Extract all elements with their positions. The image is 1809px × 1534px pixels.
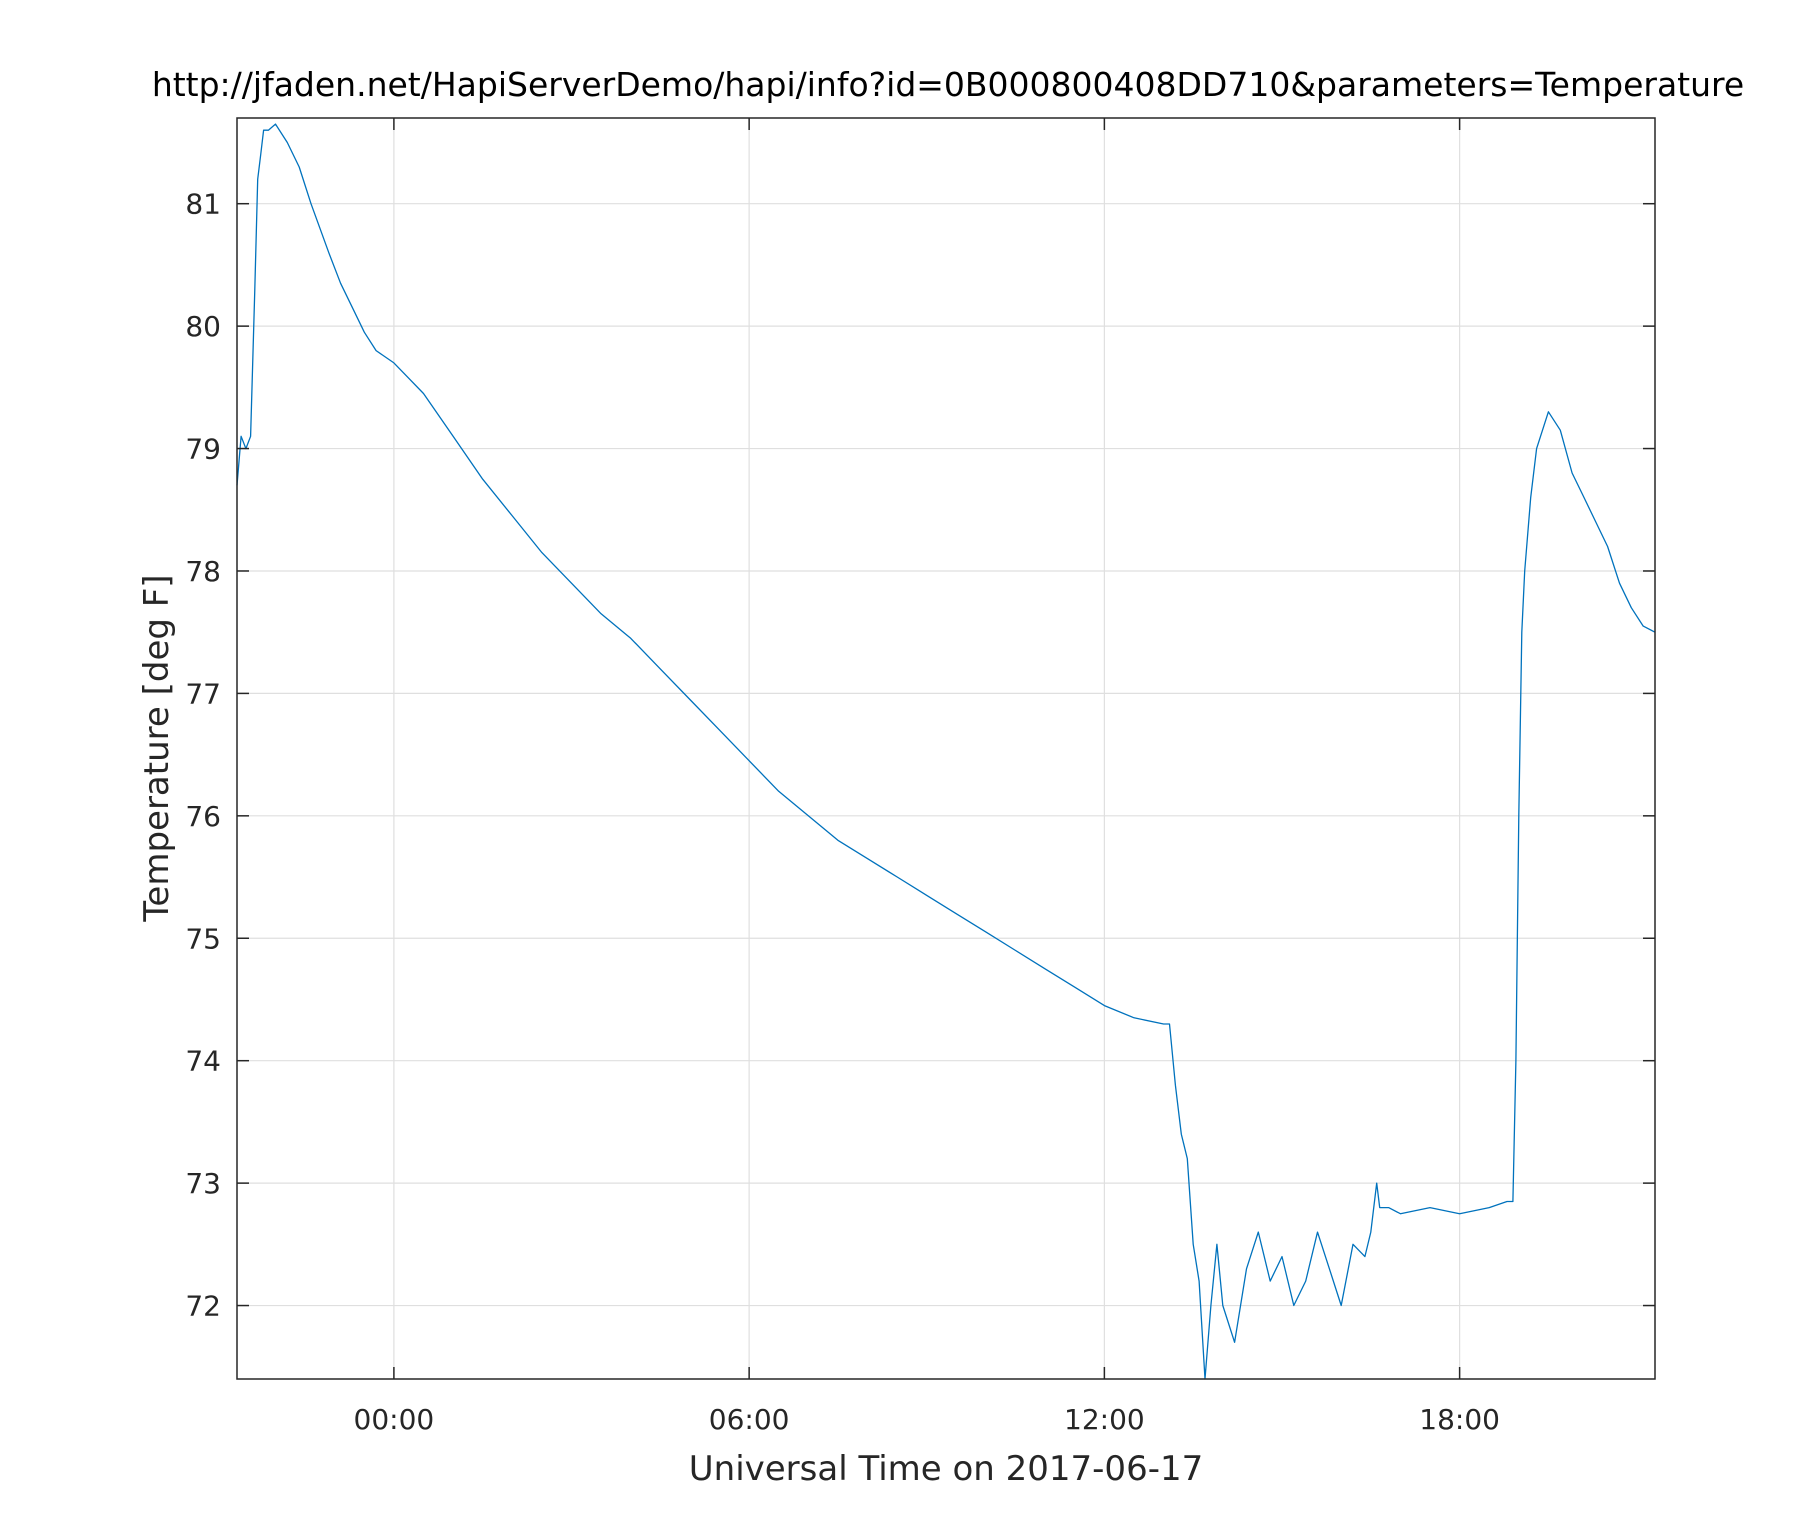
y-tick-label: 77 [185, 677, 221, 710]
x-axis-label: Universal Time on 2017-06-17 [689, 1449, 1203, 1489]
series-layer [236, 123, 1656, 1380]
y-tick-label: 80 [185, 310, 221, 343]
y-tick-label: 74 [185, 1045, 221, 1078]
x-tick-label: 06:00 [709, 1403, 790, 1436]
y-tick-label: 79 [185, 433, 221, 466]
y-axis-label: Temperature [deg F] [137, 574, 177, 922]
x-tick-label: 18:00 [1419, 1403, 1500, 1436]
axis-tick-labels: 00:00 06:00 12:00 18:00 72 73 74 75 76 77 78 79 80 81 [185, 188, 1500, 1436]
plot-area-border [236, 117, 1656, 1380]
y-tick-label: 78 [185, 555, 221, 588]
y-tick-label: 73 [185, 1167, 221, 1200]
chart-title: http://jfaden.net/HapiServerDemo/hapi/in… [152, 65, 1744, 104]
y-tick-label: 75 [185, 922, 221, 955]
x-tick-label: 12:00 [1064, 1403, 1145, 1436]
y-tick-label: 72 [185, 1290, 221, 1323]
temperature-series-line [236, 123, 1656, 1380]
x-tick-label: 00:00 [354, 1403, 435, 1436]
axis-ticks [237, 118, 1655, 1379]
grid-lines [237, 118, 1655, 1379]
y-tick-label: 76 [185, 800, 221, 833]
y-tick-label: 81 [185, 188, 221, 221]
